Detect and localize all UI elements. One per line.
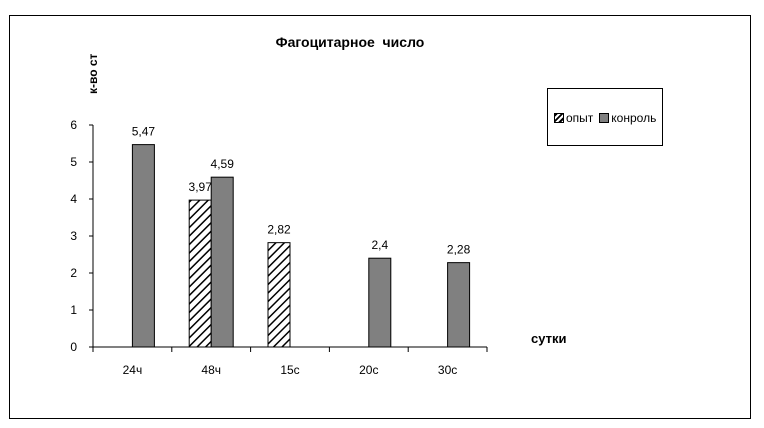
y-axis-label: к-во ст — [86, 53, 100, 94]
data-label: 2,4 — [371, 238, 388, 252]
y-tick-label: 3 — [70, 229, 77, 243]
chart-bars — [131, 144, 471, 348]
x-tick-label: 15с — [280, 363, 299, 377]
y-tick-label: 1 — [70, 303, 77, 317]
chart-data-labels: 3,97 2,82 5,47 4,59 2,4 2,28 — [132, 125, 471, 257]
chart-axes: 0 1 2 3 4 5 6 24ч 48ч 15с 20с 30с — [70, 118, 488, 377]
bar-control — [210, 176, 234, 348]
y-tick-label: 0 — [70, 340, 77, 354]
data-label: 2,82 — [267, 223, 291, 237]
data-label: 4,59 — [211, 157, 235, 171]
data-label: 3,97 — [189, 180, 213, 194]
legend-swatch-hatched — [554, 113, 564, 123]
y-tick-label: 5 — [70, 155, 77, 169]
chart-title: Фагоцитарное число — [275, 34, 425, 50]
legend-item-experiment: опыт — [554, 111, 593, 125]
y-tick-label: 6 — [70, 118, 77, 132]
chart-frame — [9, 15, 751, 419]
legend-swatch-solid — [599, 113, 610, 123]
x-tick-label: 20с — [359, 363, 378, 377]
x-tick-label: 30с — [438, 363, 457, 377]
x-tick-label: 48ч — [201, 363, 221, 377]
legend-item-control: конроль — [599, 111, 656, 125]
x-axis-label: сутки — [531, 331, 567, 346]
bar-control — [368, 257, 392, 348]
bar-experiment — [267, 242, 291, 348]
bar-control — [131, 144, 155, 348]
legend-label-experiment: опыт — [566, 111, 594, 125]
bar-experiment — [188, 199, 212, 348]
y-tick-label: 2 — [70, 266, 77, 280]
data-label: 5,47 — [132, 125, 156, 139]
y-tick-label: 4 — [70, 192, 77, 206]
data-label: 2,28 — [447, 243, 471, 257]
legend-label-control: конроль — [611, 111, 657, 125]
x-tick-label: 24ч — [123, 363, 143, 377]
bar-control — [447, 262, 471, 348]
legend-row: опыт конроль — [554, 111, 662, 125]
chart-legend: опыт конроль — [547, 88, 663, 146]
